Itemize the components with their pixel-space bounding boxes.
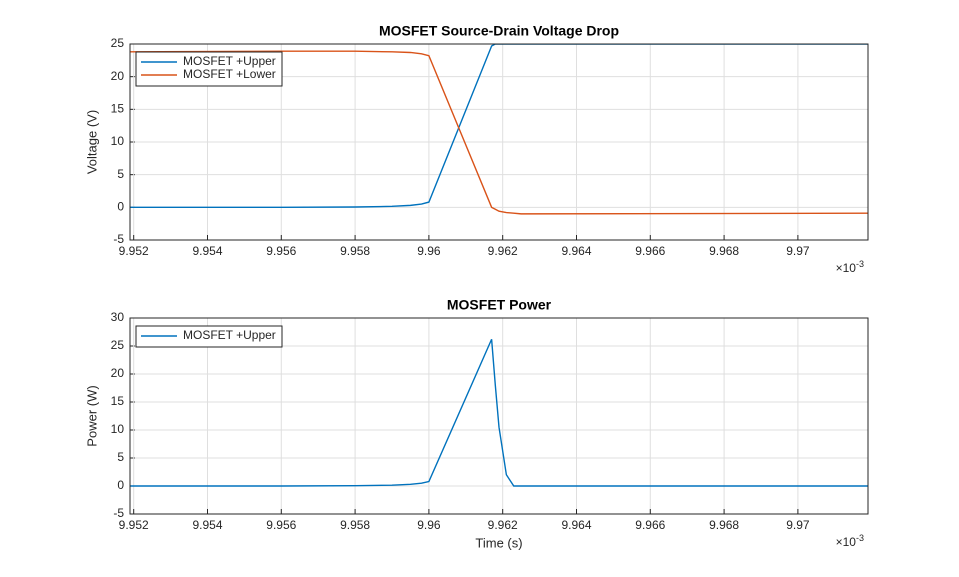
y-tick-label: 25 bbox=[111, 36, 125, 50]
chart-title: MOSFET Source-Drain Voltage Drop bbox=[379, 23, 619, 39]
legend-label: MOSFET +Upper bbox=[183, 54, 276, 68]
x-tick-label: 9.966 bbox=[635, 244, 665, 258]
y-tick-label: -5 bbox=[113, 232, 124, 246]
y-tick-label: 5 bbox=[117, 450, 124, 464]
y-tick-label: 20 bbox=[111, 69, 125, 83]
legend-box bbox=[135, 51, 283, 87]
y-tick-label: 15 bbox=[111, 102, 125, 116]
legend-label: MOSFET +Upper bbox=[183, 328, 276, 342]
data-line bbox=[130, 50, 868, 215]
x-tick-label: 9.966 bbox=[635, 518, 665, 532]
x-exponent: ×10-3 bbox=[836, 533, 864, 549]
y-tick-label: 15 bbox=[111, 394, 125, 408]
y-tick-label: 5 bbox=[117, 167, 124, 181]
y-tick-label: 30 bbox=[111, 310, 125, 324]
y-axis-label: Voltage (V) bbox=[84, 110, 99, 174]
y-tick-label: 0 bbox=[117, 200, 124, 214]
x-tick-label: 9.962 bbox=[488, 244, 518, 258]
legend-label: MOSFET +Lower bbox=[183, 67, 276, 81]
chart-title: MOSFET Power bbox=[447, 297, 552, 313]
x-tick-label: 9.968 bbox=[709, 518, 739, 532]
x-tick-label: 9.952 bbox=[119, 244, 149, 258]
y-tick-label: 25 bbox=[111, 338, 125, 352]
exponent-base: ×10 bbox=[836, 261, 857, 275]
y-axis-label: Power (W) bbox=[84, 385, 99, 446]
x-tick-label: 9.954 bbox=[192, 244, 222, 258]
y-tick-label: -5 bbox=[113, 506, 124, 520]
legend-box bbox=[135, 325, 283, 348]
axes-box bbox=[129, 43, 869, 241]
x-tick-label: 9.956 bbox=[266, 518, 296, 532]
data-line bbox=[130, 44, 868, 209]
x-tick-label: 9.956 bbox=[266, 244, 296, 258]
y-tick-label: 0 bbox=[117, 478, 124, 492]
y-tick-label: 10 bbox=[111, 422, 125, 436]
x-tick-label: 9.964 bbox=[561, 244, 591, 258]
y-tick-label: 10 bbox=[111, 134, 125, 148]
x-tick-label: 9.964 bbox=[561, 518, 591, 532]
x-tick-label: 9.958 bbox=[340, 518, 370, 532]
x-tick-label: 9.952 bbox=[119, 518, 149, 532]
plot-area bbox=[130, 318, 868, 514]
x-exponent: ×10-3 bbox=[836, 259, 864, 275]
data-line bbox=[130, 338, 868, 487]
exponent-power: -3 bbox=[856, 259, 864, 269]
axes-box bbox=[129, 317, 869, 515]
y-tick-label: 20 bbox=[111, 366, 125, 380]
x-tick-label: 9.96 bbox=[417, 244, 441, 258]
x-tick-label: 9.96 bbox=[417, 518, 441, 532]
x-tick-label: 9.954 bbox=[192, 518, 222, 532]
x-tick-label: 9.962 bbox=[488, 518, 518, 532]
exponent-power: -3 bbox=[856, 533, 864, 543]
x-tick-label: 9.968 bbox=[709, 244, 739, 258]
exponent-base: ×10 bbox=[836, 535, 857, 549]
x-tick-label: 9.958 bbox=[340, 244, 370, 258]
x-axis-label: Time (s) bbox=[475, 535, 522, 550]
x-tick-label: 9.97 bbox=[786, 244, 810, 258]
x-tick-label: 9.97 bbox=[786, 518, 810, 532]
